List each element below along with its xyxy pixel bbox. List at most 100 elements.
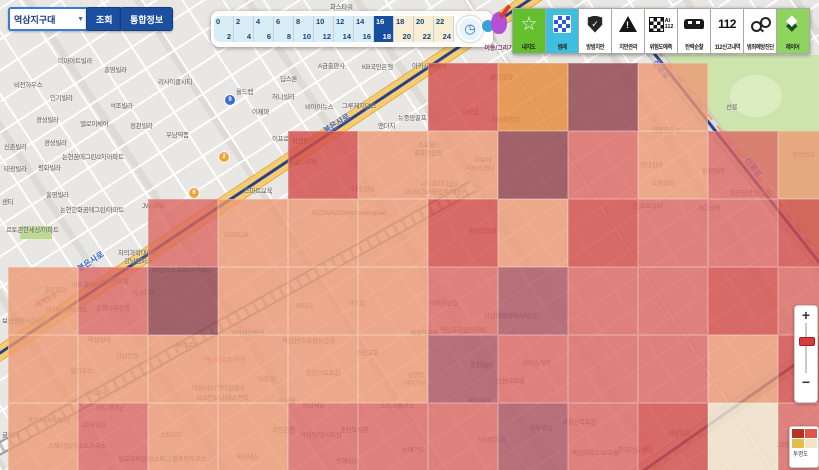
map-label: 석조빌라: [110, 103, 133, 110]
heatmap-cell: [638, 267, 708, 335]
heatmap-cell: [638, 403, 708, 470]
map-label: 딥스론: [280, 76, 298, 83]
heatmap-cell: [78, 267, 148, 335]
slot-start: 14: [356, 17, 365, 26]
heatmap-cell: [288, 403, 358, 470]
heatmap-cell: [498, 131, 568, 199]
heatmap-cell: [638, 131, 708, 199]
heatmap-cell: [708, 131, 778, 199]
heatmap-cell: [708, 403, 778, 470]
toolbar-button-탄력순찰[interactable]: 탄력순찰: [677, 8, 711, 54]
slot-end: 6: [266, 32, 271, 41]
zoom-slider-track[interactable]: [799, 323, 815, 373]
integrated-info-button[interactable]: 통합정보: [120, 7, 174, 31]
map-label: 이제마: [252, 109, 270, 116]
time-slot-list: 0 2 2 4 4 6 6 8 8 10 10 12 12 14 14 16 16 18 18 20 20 22 22 24: [214, 16, 454, 42]
clock-button[interactable]: ◷: [457, 16, 483, 42]
magnifier-icon: [751, 17, 771, 33]
slot-end: 16: [362, 32, 371, 41]
zoom-slider-handle[interactable]: [799, 337, 815, 346]
slot-start: 2: [236, 17, 241, 26]
toolbar-button-방범치안[interactable]: ✓ 방범치안: [578, 8, 612, 54]
police-car-icon: [684, 19, 704, 29]
heatmap-cell: [358, 199, 428, 267]
toolbar-button-label: 112신고내역: [714, 45, 740, 51]
toolbar-button-112신고내역[interactable]: 112 112신고내역: [710, 8, 744, 54]
map-label: 엘로이체어: [80, 121, 109, 128]
slot-start: 0: [216, 17, 221, 26]
heatmap-cell: [498, 267, 568, 335]
toolbar-button-치안관리[interactable]: ! 치안관리: [611, 8, 645, 54]
toolbar-button-범례[interactable]: 범례: [545, 8, 579, 54]
legend-swatch: [805, 439, 817, 448]
time-slot-16-18[interactable]: 16 18: [374, 16, 394, 42]
slot-start: 22: [436, 17, 445, 26]
map-label: 비전하우스: [14, 82, 43, 89]
time-slot-18-20[interactable]: 18 20: [394, 16, 414, 42]
park-hill: [730, 75, 782, 117]
heatmap-cell: [708, 267, 778, 335]
map-label: 논현꿈에그린/2차아파트: [62, 154, 124, 161]
map-label: 선릉: [726, 104, 738, 111]
toolbar-button-label: 내지도: [522, 45, 536, 51]
map-label: 이프로: [272, 136, 290, 143]
heatmap-cell: [218, 267, 288, 335]
heatmap-cell: [428, 199, 498, 267]
heatmap-cell: [568, 63, 638, 131]
time-slot-10-12[interactable]: 10 12: [314, 16, 334, 42]
heatmap-cell: [428, 267, 498, 335]
slot-end: 24: [442, 32, 451, 41]
map-label: 강남캠퍼스: [124, 258, 153, 265]
zoom-out-button[interactable]: −: [801, 373, 811, 390]
slot-end: 10: [302, 32, 311, 41]
region-select-dropdown[interactable]: 역삼지구대 ▼: [8, 7, 90, 31]
time-slot-22-24[interactable]: 22 24: [434, 16, 454, 42]
toolbar-button-label: 범례: [557, 45, 567, 51]
heatmap-cell: [8, 335, 78, 403]
map-label: 경성빌라: [44, 140, 67, 147]
toolbar-button-내지도[interactable]: ☆ 내지도: [512, 8, 546, 54]
heatmap-cell: [218, 335, 288, 403]
small-park: [20, 226, 52, 239]
heatmap-cell: [148, 335, 218, 403]
toolbar-button-label: 레이어: [786, 45, 800, 51]
toolbar-button-위험도예측[interactable]: AI 112 위험도예측: [644, 8, 678, 54]
legend-swatch: [805, 429, 817, 438]
heatmap-cell: [78, 335, 148, 403]
zoom-control: + −: [794, 305, 818, 403]
heatmap-cell: [288, 267, 358, 335]
map-label: 뉴중앙골프: [398, 115, 427, 122]
map-label: 평화빌라: [38, 165, 61, 172]
time-slot-12-14[interactable]: 12 14: [334, 16, 354, 42]
time-band-selector: 0 2 2 4 4 6 6 8 8 10 10 12 12 14 14 16 16 18 18 20 20 22 22 24 …: [211, 11, 493, 47]
toolbar-button-범죄예방진단[interactable]: 범죄예방진단: [743, 8, 777, 54]
move-draw-tool[interactable]: 이동/그리기: [481, 4, 515, 54]
map-label: 리사이클시티: [158, 79, 193, 86]
112-icon: 112: [718, 17, 736, 31]
toolbar-button-레이어[interactable]: ◆ ◆ 레이어: [776, 8, 810, 54]
toolbar-button-label: 탄력순찰: [684, 45, 704, 51]
map-label: 정관빌라: [130, 123, 153, 130]
map-label: 르토관한세상/아파트: [6, 227, 59, 234]
zoom-in-button[interactable]: +: [801, 306, 811, 323]
time-slot-14-16[interactable]: 14 16: [354, 16, 374, 42]
time-slot-8-10[interactable]: 8 10: [294, 16, 314, 42]
time-slot-20-22[interactable]: 20 22: [414, 16, 434, 42]
heatmap-cell: [568, 199, 638, 267]
map-label: 논현한화꿈에그린/아파트: [60, 207, 124, 214]
toolbar-button-label: 치안관리: [618, 45, 638, 51]
slot-start: 12: [336, 17, 345, 26]
heatmap-cell: [568, 403, 638, 470]
search-button[interactable]: 조회: [86, 7, 123, 31]
heatmap-cell: [288, 131, 358, 199]
heatmap-cell: [148, 403, 218, 470]
slot-start: 10: [316, 17, 325, 26]
heatmap-cell: [498, 199, 568, 267]
heatmap-cell: [148, 267, 218, 335]
